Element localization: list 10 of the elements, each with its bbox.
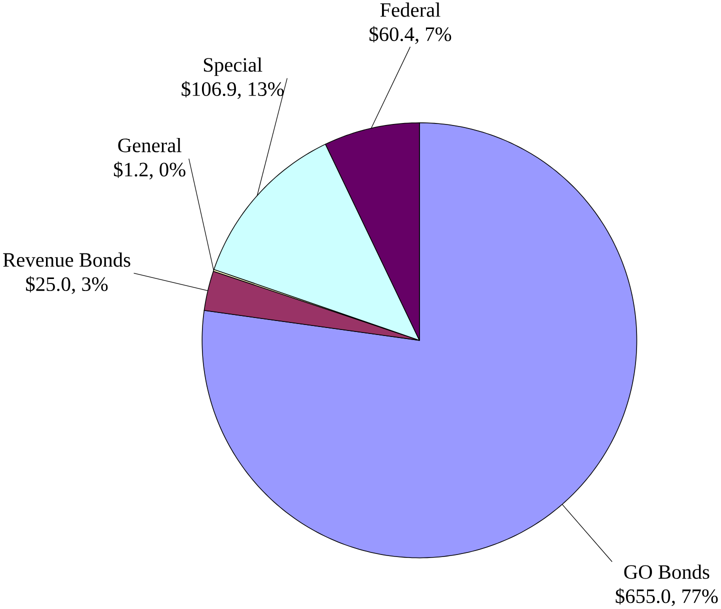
data-label: $60.4, 7% [370,26,452,44]
slice-label: Revenue Bonds [3,252,130,268]
data-label: $106.9, 13% [182,81,284,100]
slice-label: General [118,138,182,152]
data-label: $1.2, 0% [114,162,186,180]
data-label: $655.0, 77% [616,588,718,606]
slice-label: Special [204,58,262,76]
slice-label: Federal [380,2,440,18]
data-label: $25.0, 3% [26,276,108,294]
slice-label: GO Bonds [624,564,710,580]
